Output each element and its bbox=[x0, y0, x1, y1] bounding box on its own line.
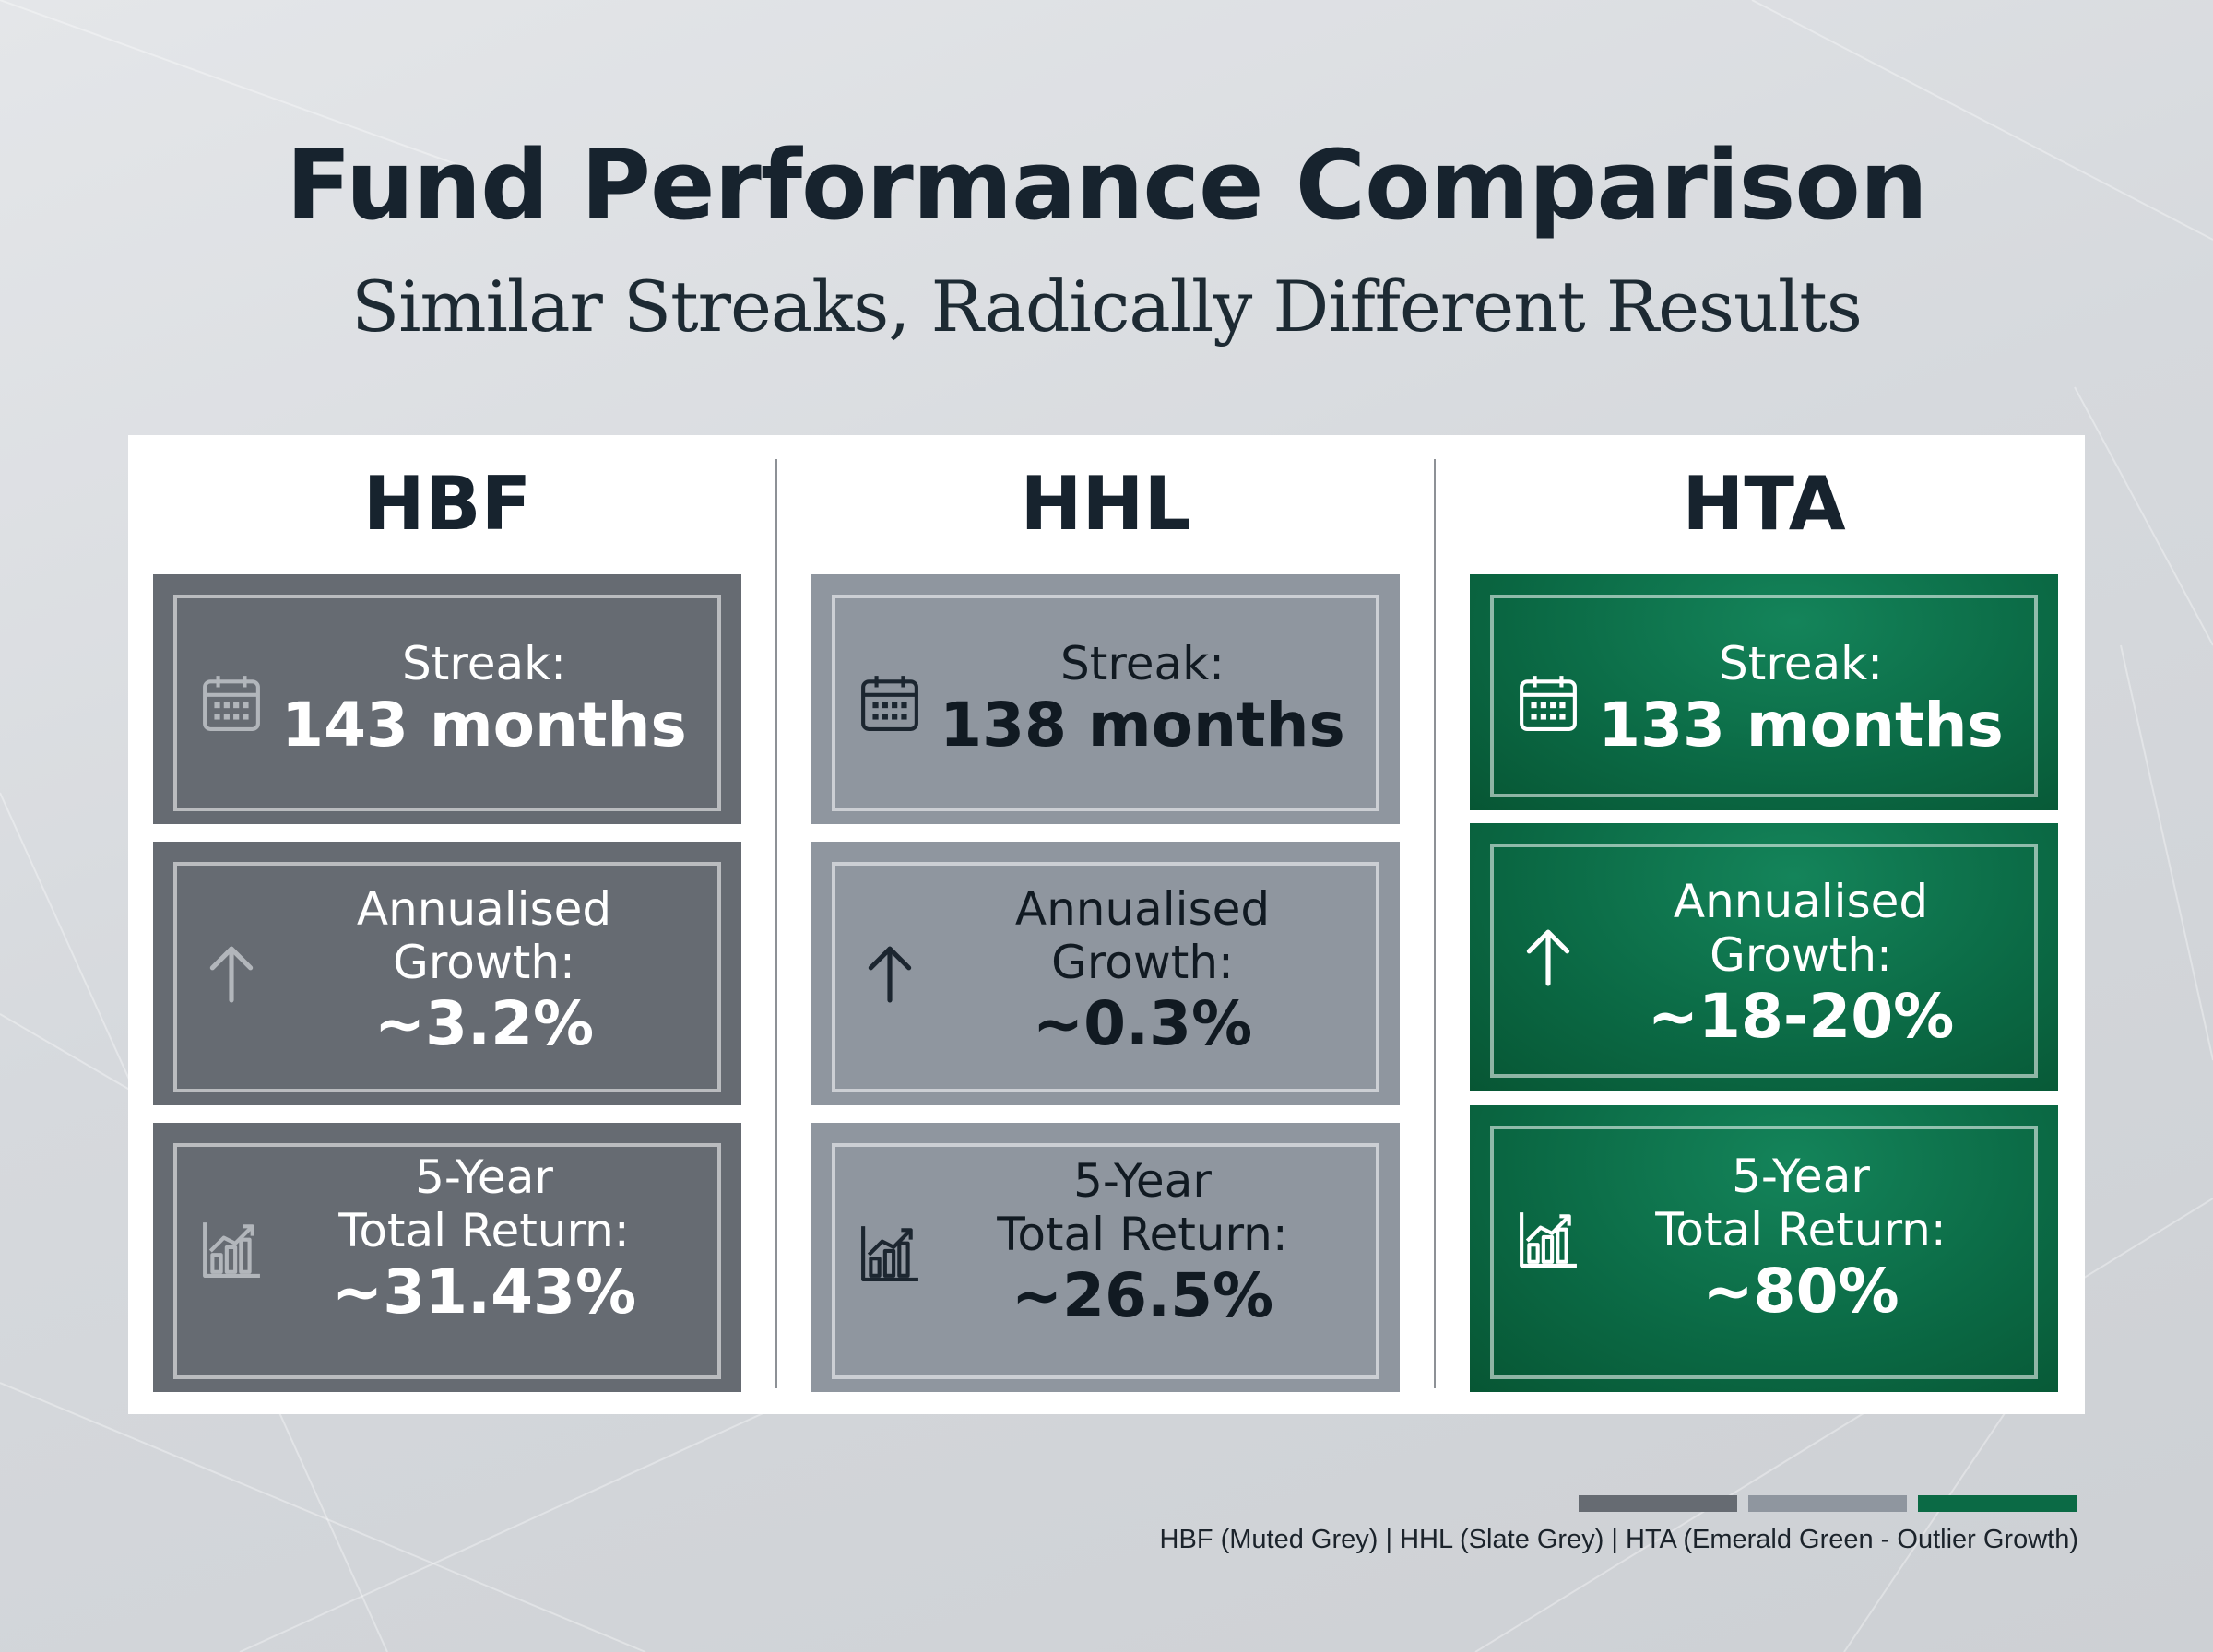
streak-value: 138 months bbox=[940, 690, 1345, 761]
card-border bbox=[173, 595, 721, 811]
growth-card: Annualised Growth: ~3.2% bbox=[153, 842, 741, 1105]
fund-name: HTA bbox=[1682, 461, 1846, 547]
card-border bbox=[832, 1143, 1379, 1379]
fund-name: HHL bbox=[1020, 461, 1191, 547]
growth-label: Annualised bbox=[1673, 875, 1929, 928]
return-label: 5-Year bbox=[1732, 1150, 1870, 1203]
calendar-icon bbox=[861, 676, 918, 731]
growth-label: Annualised bbox=[1014, 882, 1271, 936]
return-label: 5-Year bbox=[415, 1150, 553, 1204]
streak-card: Streak: 143 months bbox=[153, 574, 741, 824]
calendar-icon bbox=[1520, 676, 1577, 731]
card-border bbox=[173, 862, 721, 1092]
fund-column-hhl: HHL Streak: 138 months Annualised Growth… bbox=[811, 435, 1400, 1414]
arrow-up-icon bbox=[868, 946, 912, 1003]
growth-value: ~0.3% bbox=[1032, 988, 1253, 1059]
card-border bbox=[832, 862, 1379, 1092]
streak-label: Streak: bbox=[401, 637, 566, 690]
card-border bbox=[1490, 595, 2038, 797]
bar-chart-icon bbox=[1520, 1212, 1577, 1268]
return-label: Total Return: bbox=[338, 1204, 630, 1257]
growth-card: Annualised Growth: ~18-20% bbox=[1470, 823, 2058, 1091]
arrow-up-icon bbox=[209, 946, 254, 1003]
growth-text: Annualised Growth: ~3.2% bbox=[254, 882, 714, 1059]
return-text: 5-Year Total Return: ~26.5% bbox=[913, 1154, 1372, 1331]
legend-swatch-hbf bbox=[1579, 1495, 1737, 1512]
return-label: Total Return: bbox=[1655, 1203, 1947, 1257]
return-label: Total Return: bbox=[997, 1208, 1288, 1261]
fund-name: HBF bbox=[362, 461, 532, 547]
return-card: 5-Year Total Return: ~26.5% bbox=[811, 1123, 1400, 1392]
growth-value: ~3.2% bbox=[373, 988, 595, 1059]
legend-swatch-hta bbox=[1918, 1495, 2077, 1512]
column-divider bbox=[1434, 459, 1436, 1388]
return-value: ~31.43% bbox=[331, 1257, 637, 1328]
page-title: Fund Performance Comparison bbox=[286, 129, 1928, 242]
fund-column-hbf: HBF Streak: 143 months Annualised Growth… bbox=[153, 435, 741, 1414]
streak-text: Streak: 143 months bbox=[254, 637, 714, 761]
growth-value: ~18-20% bbox=[1647, 981, 1955, 1052]
streak-value: 143 months bbox=[281, 690, 687, 761]
card-border bbox=[832, 595, 1379, 811]
return-card: 5-Year Total Return: ~31.43% bbox=[153, 1123, 741, 1392]
calendar-icon bbox=[203, 676, 260, 731]
streak-value: 133 months bbox=[1598, 690, 2004, 761]
growth-text: Annualised Growth: ~18-20% bbox=[1571, 875, 2030, 1052]
fund-column-hta: HTA Streak: 133 months Annualised Growth… bbox=[1470, 435, 2058, 1414]
bar-chart-icon bbox=[861, 1226, 918, 1281]
column-divider bbox=[775, 459, 777, 1388]
return-value: ~80% bbox=[1702, 1256, 1899, 1327]
card-border bbox=[1490, 1126, 2038, 1379]
growth-label: Growth: bbox=[1710, 928, 1892, 982]
return-label: 5-Year bbox=[1073, 1154, 1212, 1208]
streak-text: Streak: 133 months bbox=[1571, 637, 2030, 761]
card-border bbox=[173, 1143, 721, 1379]
streak-card: Streak: 133 months bbox=[1470, 574, 2058, 810]
return-text: 5-Year Total Return: ~31.43% bbox=[254, 1150, 714, 1328]
legend-text: HBF (Muted Grey) | HHL (Slate Grey) | HT… bbox=[1159, 1525, 2078, 1554]
comparison-panel: HBF Streak: 143 months Annualised Growth… bbox=[128, 435, 2085, 1414]
streak-label: Streak: bbox=[1718, 637, 1883, 690]
streak-text: Streak: 138 months bbox=[913, 637, 1372, 761]
bar-chart-icon bbox=[203, 1222, 260, 1278]
growth-label: Growth: bbox=[1051, 936, 1234, 989]
arrow-up-icon bbox=[1526, 929, 1570, 986]
page-subtitle: Similar Streaks, Radically Different Res… bbox=[351, 266, 1863, 348]
growth-card: Annualised Growth: ~0.3% bbox=[811, 842, 1400, 1105]
growth-label: Annualised bbox=[356, 882, 612, 936]
return-value: ~26.5% bbox=[1011, 1260, 1274, 1331]
growth-label: Growth: bbox=[393, 936, 575, 989]
streak-label: Streak: bbox=[1059, 637, 1225, 690]
growth-text: Annualised Growth: ~0.3% bbox=[913, 882, 1372, 1059]
legend-swatch-hhl bbox=[1748, 1495, 1907, 1512]
return-card: 5-Year Total Return: ~80% bbox=[1470, 1105, 2058, 1392]
streak-card: Streak: 138 months bbox=[811, 574, 1400, 824]
card-border bbox=[1490, 844, 2038, 1078]
return-text: 5-Year Total Return: ~80% bbox=[1571, 1150, 2030, 1327]
